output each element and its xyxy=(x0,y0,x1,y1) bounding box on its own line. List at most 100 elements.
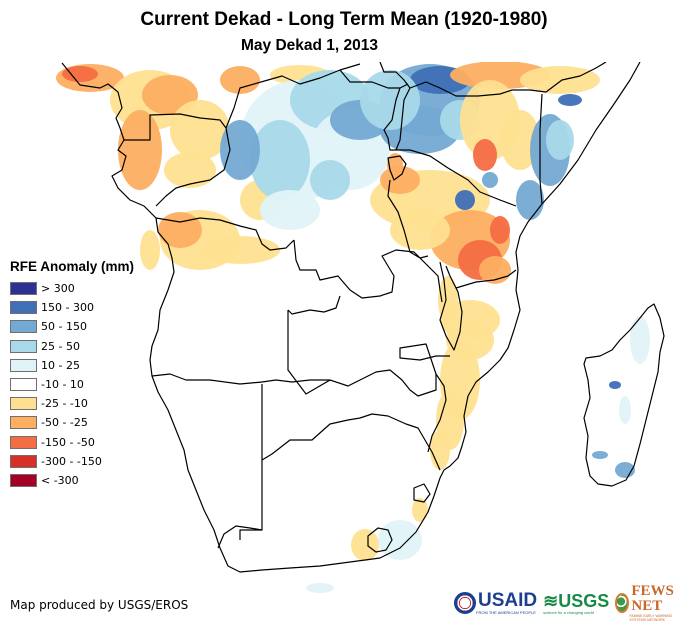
anomaly-patch xyxy=(546,120,574,160)
legend-swatch xyxy=(10,454,37,468)
anomaly-patch xyxy=(250,120,310,200)
anomaly-patch xyxy=(592,451,608,459)
legend-item: -300 - -150 xyxy=(10,452,134,471)
legend-swatch xyxy=(10,473,37,487)
legend-item: -150 - -50 xyxy=(10,433,134,452)
anomaly-patch xyxy=(378,520,422,560)
anomaly-patch xyxy=(158,212,202,248)
legend-swatch xyxy=(10,339,37,353)
anomaly-patch xyxy=(430,430,450,470)
anomaly-patch xyxy=(609,381,621,389)
anomaly-patch xyxy=(351,529,379,561)
coastline-east xyxy=(443,62,641,471)
legend-label: > 300 xyxy=(41,282,75,296)
anomaly-patch xyxy=(516,180,544,220)
legend-swatch xyxy=(10,320,37,334)
legend-label: -300 - -150 xyxy=(41,454,102,468)
anomaly-patch xyxy=(520,66,600,94)
country-borders xyxy=(61,62,665,573)
legend-item: 10 - 25 xyxy=(10,356,134,375)
legend-item: -50 - -25 xyxy=(10,413,134,432)
border-sudan xyxy=(379,62,411,89)
border-tanzania-north xyxy=(396,149,517,207)
legend-item: 150 - 300 xyxy=(10,298,134,317)
legend-swatch xyxy=(10,416,37,430)
border-zambia-zimbabwe xyxy=(329,369,437,397)
anomaly-map xyxy=(56,62,665,593)
anomaly-patch xyxy=(360,70,420,130)
anomaly-patch xyxy=(310,160,350,200)
border-gabon-congo xyxy=(124,113,227,141)
anomaly-patch xyxy=(619,396,631,424)
legend-item: < -300 xyxy=(10,471,134,490)
anomaly-patch xyxy=(473,139,497,171)
border-drc-zambia xyxy=(293,239,443,303)
border-uganda-drc xyxy=(383,83,409,151)
legend-swatch xyxy=(10,397,37,411)
legend-label: < -300 xyxy=(41,473,79,487)
legend-label: -25 - -10 xyxy=(41,397,88,411)
usaid-logo: USAID FROM THE AMERICAN PEOPLE xyxy=(454,591,537,615)
border-drc-west xyxy=(155,127,231,207)
legend-swatch xyxy=(10,378,37,392)
fewsnet-logo: FEWS NET FAMINE EARLY WARNING SYSTEMS NE… xyxy=(615,584,680,622)
globe-icon xyxy=(615,593,630,613)
border-zambia-west xyxy=(287,310,331,395)
border-angola-namibia xyxy=(151,373,330,385)
anomaly-patch xyxy=(164,152,216,188)
map-subtitle: May Dekad 1, 2013 xyxy=(241,37,379,54)
anomaly-patch xyxy=(306,583,334,593)
border-botswana-sa xyxy=(261,413,441,471)
anomaly-raster xyxy=(56,62,650,593)
border-angola-zambia xyxy=(287,295,341,315)
usaid-seal-icon xyxy=(454,592,476,614)
border-kenya-somalia xyxy=(529,62,607,93)
fewsnet-tagline: FAMINE EARLY WARNING SYSTEMS NETWORK xyxy=(629,614,673,622)
anomaly-patch xyxy=(490,216,510,244)
border-tanzania-moz xyxy=(455,269,517,289)
border-angola-north xyxy=(155,217,295,251)
legend: RFE Anomaly (mm) > 300 150 - 300 50 - 150 2… xyxy=(10,259,134,490)
anomaly-patch xyxy=(455,190,475,210)
fewsnet-logo-text: FEWS NET xyxy=(631,583,674,614)
anomaly-patch xyxy=(118,110,162,190)
madagascar-outline xyxy=(583,303,665,487)
legend-item: -25 - -10 xyxy=(10,394,134,413)
map-title-text: Current Dekad - Long Term Mean (1920-198… xyxy=(140,9,548,30)
anomaly-patch xyxy=(558,94,582,106)
border-zimbabwe-moz xyxy=(427,373,447,453)
partner-logos: USAID FROM THE AMERICAN PEOPLE ≋USGS sci… xyxy=(454,584,682,622)
legend-label: 50 - 150 xyxy=(41,320,87,334)
anomaly-patch xyxy=(500,110,540,170)
legend-label: 25 - 50 xyxy=(41,339,80,353)
legend-label: 10 - 25 xyxy=(41,358,80,372)
border-car-drc xyxy=(339,69,400,89)
legend-label: 150 - 300 xyxy=(41,301,94,315)
anomaly-patch xyxy=(200,236,280,264)
border-botswana-namibia xyxy=(239,384,263,540)
usaid-tagline: FROM THE AMERICAN PEOPLE xyxy=(476,610,536,615)
map-title: Current Dekad - Long Term Mean (1920-198… xyxy=(0,9,682,31)
legend-swatch xyxy=(10,358,37,372)
border-lesotho xyxy=(367,527,393,553)
border-rwanda-burundi xyxy=(387,155,407,181)
border-kenya-somalia-south xyxy=(539,93,543,205)
anomaly-patch xyxy=(482,172,498,188)
legend-item: > 300 xyxy=(10,279,134,298)
legend-items: > 300 150 - 300 50 - 150 25 - 50 10 - 25 -10 … xyxy=(10,279,134,490)
legend-item: -10 - 10 xyxy=(10,375,134,394)
anomaly-patch xyxy=(220,120,260,180)
border-sa-namibia xyxy=(217,525,263,549)
legend-swatch xyxy=(10,301,37,315)
anomaly-patch xyxy=(390,210,450,250)
legend-item: 25 - 50 xyxy=(10,337,134,356)
legend-item: 50 - 150 xyxy=(10,317,134,336)
legend-label: -50 - -25 xyxy=(41,416,88,430)
border-congo-drc xyxy=(225,63,361,129)
border-tanzania-west xyxy=(387,179,429,259)
border-swaziland xyxy=(413,483,431,503)
legend-label: -10 - 10 xyxy=(41,378,84,392)
border-kenya-ethiopia xyxy=(409,81,530,97)
usgs-tagline: science for a changing world xyxy=(543,609,594,615)
legend-swatch xyxy=(10,435,37,449)
